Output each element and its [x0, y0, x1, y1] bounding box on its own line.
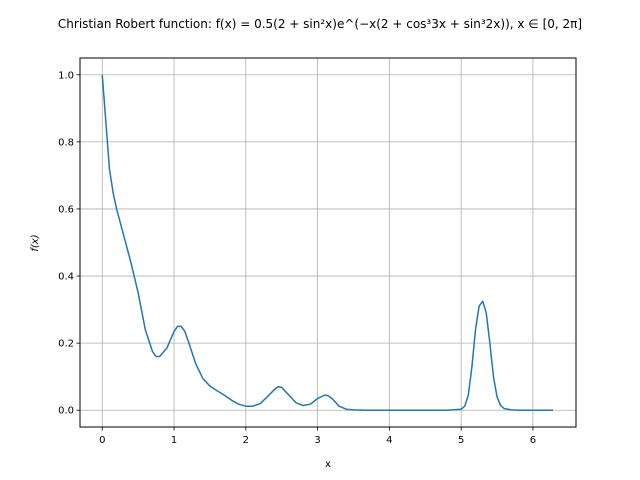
- chart-title: Christian Robert function: f(x) = 0.5(2 …: [58, 17, 582, 31]
- x-tick-label: 1: [171, 435, 177, 446]
- y-tick-label: 0.4: [58, 272, 74, 283]
- x-tick-label: 3: [314, 435, 320, 446]
- x-axis-label: x: [325, 459, 331, 470]
- y-tick-label: 1.0: [58, 70, 74, 81]
- y-axis-ticks: 0.0 0.2 0.4 0.6 0.8 1.0: [58, 70, 80, 417]
- x-tick-label: 5: [458, 435, 464, 446]
- plot-frame: [79, 57, 577, 428]
- x-tick-label: 2: [243, 435, 249, 446]
- x-axis-ticks: 0 1 2 3 4 5 6: [99, 427, 536, 446]
- y-tick-label: 0.2: [58, 339, 74, 350]
- y-tick-label: 0.0: [58, 406, 74, 417]
- y-tick-label: 0.6: [58, 204, 74, 215]
- series-line: [101, 74, 554, 411]
- grid: [80, 58, 576, 427]
- y-axis-label: f(x): [30, 234, 41, 251]
- x-tick-label: 4: [386, 435, 392, 446]
- x-tick-label: 0: [99, 435, 105, 446]
- y-tick-label: 0.8: [58, 137, 74, 148]
- x-tick-label: 6: [530, 435, 536, 446]
